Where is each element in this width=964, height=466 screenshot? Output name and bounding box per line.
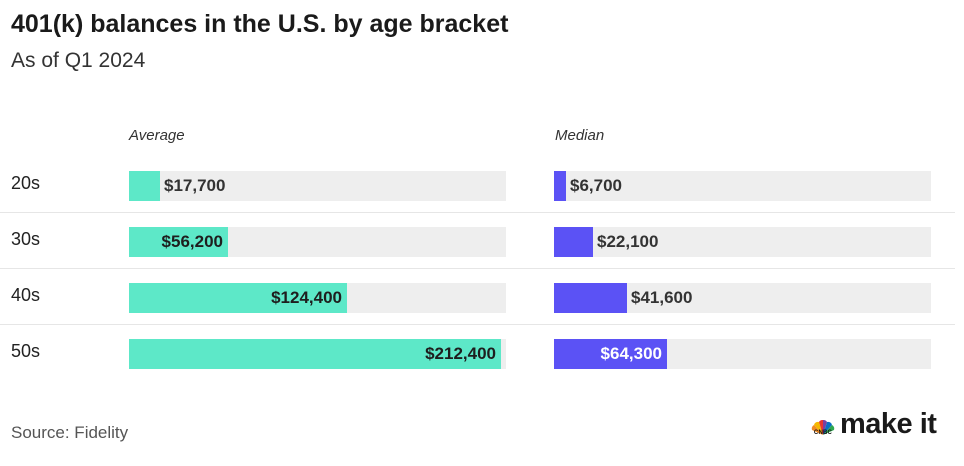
median-bar-track: $22,100: [554, 227, 931, 257]
chart-subtitle: As of Q1 2024: [11, 49, 146, 72]
chart-row: 40s $124,400 $41,600: [0, 269, 964, 325]
average-bar: [129, 171, 160, 201]
cnbc-make-it-logo: CNBC make it: [810, 408, 956, 442]
age-bracket-label: 20s: [11, 173, 41, 193]
age-bracket-label: 50s: [11, 341, 41, 361]
median-column-header: Median: [555, 127, 605, 144]
average-bar-track: $56,200: [129, 227, 506, 257]
average-bar-track: $212,400: [129, 339, 506, 369]
median-bar: [554, 339, 667, 369]
average-value-label: $124,400: [271, 288, 342, 307]
average-value-label: $212,400: [425, 344, 496, 363]
average-bar-track: $17,700: [129, 171, 506, 201]
row-divider: [0, 212, 955, 213]
average-bar: [129, 227, 228, 257]
median-bar: [554, 227, 593, 257]
average-column-header: Average: [129, 127, 185, 144]
median-bar-track: $41,600: [554, 283, 931, 313]
make-it-wordmark: make it: [840, 408, 937, 440]
average-bar: [129, 283, 347, 313]
median-value-label: $6,700: [570, 176, 622, 195]
chart-title: 401(k) balances in the U.S. by age brack…: [11, 10, 509, 38]
average-bar-track: $124,400: [129, 283, 506, 313]
median-value-label: $22,100: [597, 232, 659, 251]
row-divider: [0, 324, 955, 325]
peacock-icon: [811, 419, 835, 435]
chart-row: 30s $56,200 $22,100: [0, 213, 964, 269]
chart-row: 50s $212,400 $64,300: [0, 325, 964, 381]
cnbc-wordmark: CNBC: [813, 430, 833, 436]
average-bar: [129, 339, 501, 369]
median-bar: [554, 283, 627, 313]
median-value-label: $64,300: [600, 344, 662, 363]
age-bracket-label: 30s: [11, 229, 41, 249]
age-bracket-label: 40s: [11, 285, 41, 305]
average-value-label: $17,700: [164, 176, 226, 195]
median-value-label: $41,600: [631, 288, 693, 307]
average-value-label: $56,200: [161, 232, 223, 251]
median-bar: [554, 171, 566, 201]
source-note: Source: Fidelity: [11, 423, 129, 442]
row-divider: [0, 268, 955, 269]
chart-row: 20s $17,700 $6,700: [0, 157, 964, 213]
median-bar-track: $6,700: [554, 171, 931, 201]
median-bar-track: $64,300: [554, 339, 931, 369]
